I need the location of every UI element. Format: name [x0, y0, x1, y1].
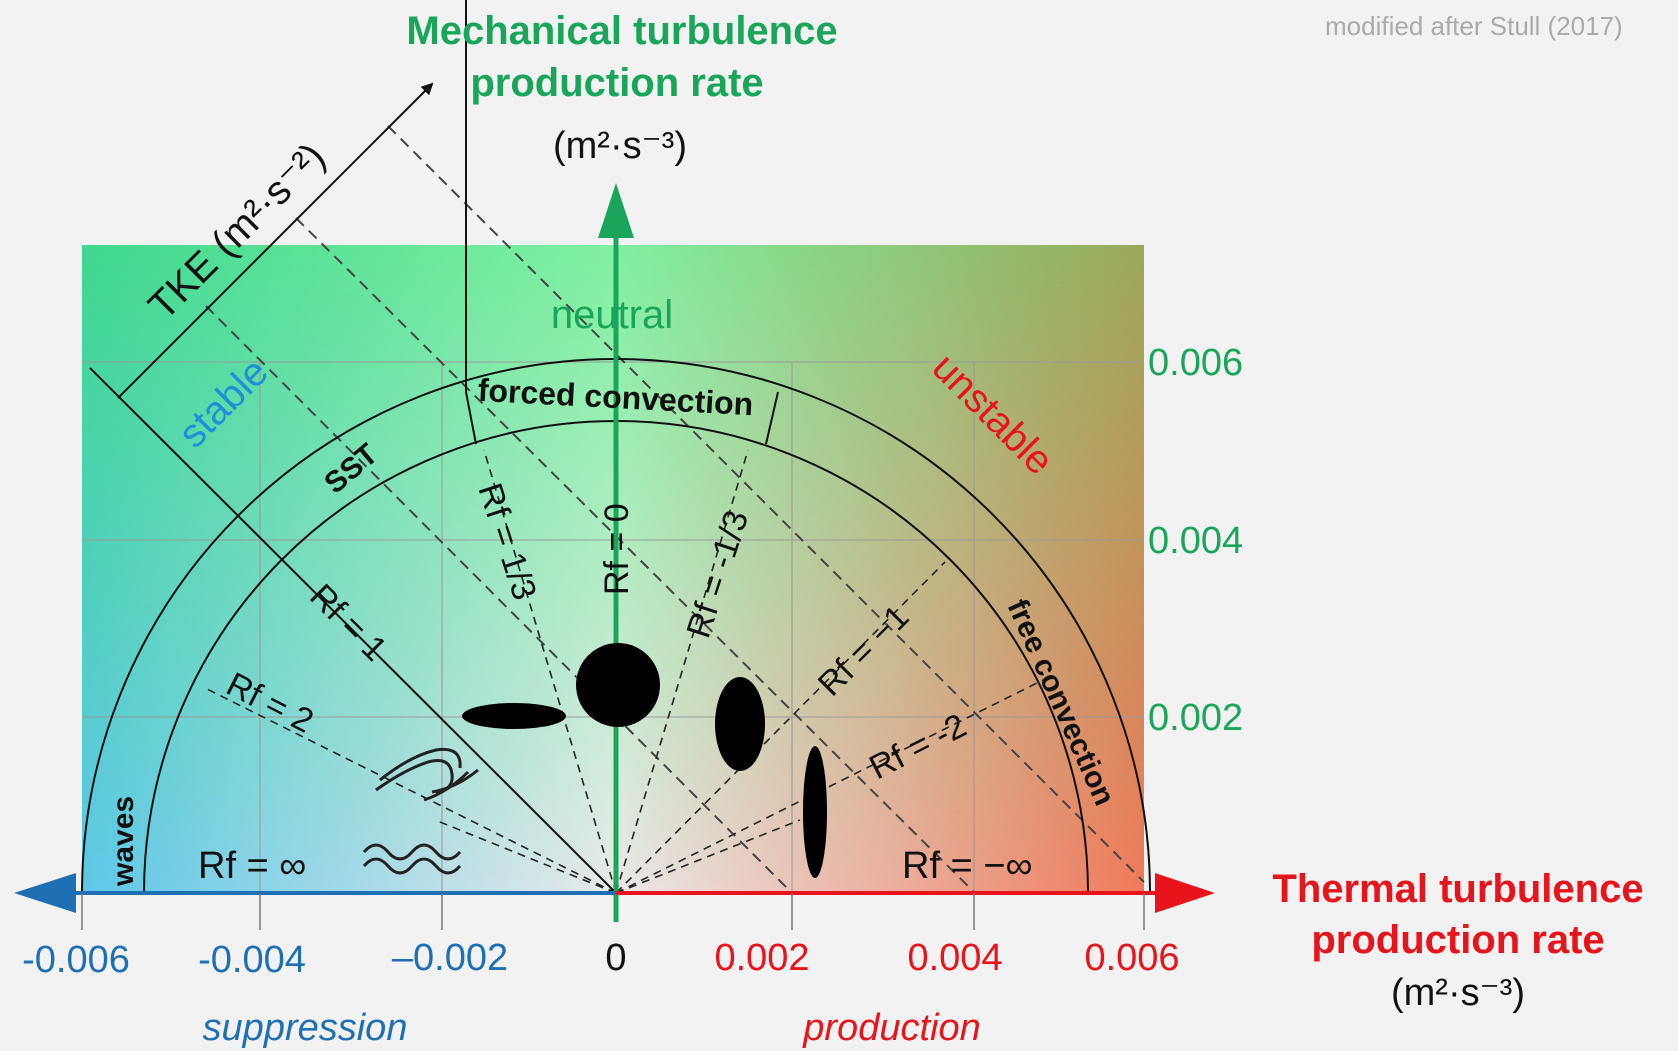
tke-axis: [89, 82, 617, 894]
production-caption: production: [802, 1007, 980, 1049]
eddy-tilted: [715, 677, 765, 771]
credit: modified after Stull (2017): [1325, 11, 1623, 41]
suppression-caption: suppression: [203, 1007, 408, 1049]
y-tick-0006: 0.006: [1148, 342, 1243, 384]
rf-rays: [202, 449, 1044, 894]
x-tick-0: 0: [605, 937, 626, 979]
breaking-wave-icon: [375, 747, 479, 802]
y-axis-title-line2: production rate: [470, 61, 763, 105]
neutral-label: neutral: [551, 293, 673, 337]
eddy-circle: [576, 643, 660, 727]
x-tick-m0006: -0.006: [22, 939, 130, 981]
tke-isolines: [205, 125, 1145, 894]
eddy-shapes: [462, 643, 827, 878]
x-tick-m0004: -0.004: [198, 939, 306, 981]
y-axis-unit: (m²·s⁻³): [553, 125, 687, 167]
eddy-tall: [803, 746, 827, 878]
x-axis: [14, 873, 1215, 930]
x-tick-0006: 0.006: [1084, 937, 1179, 979]
x-axis-unit: (m²·s⁻³): [1391, 972, 1525, 1014]
x-tick-m0002: –0.002: [392, 937, 508, 979]
waves-label: waves: [107, 796, 140, 887]
x-tick-0004: 0.004: [907, 937, 1002, 979]
background-field: [82, 245, 1144, 893]
y-axis: [598, 183, 634, 922]
y-tick-0004: 0.004: [1148, 520, 1243, 562]
x-axis-title-line1: Thermal turbulence: [1272, 867, 1643, 911]
y-tick-0002: 0.002: [1148, 697, 1243, 739]
wave-icon: [362, 843, 462, 875]
y-axis-title-line1: Mechanical turbulence: [406, 9, 837, 53]
rf0-label: Rf = 0: [598, 503, 636, 595]
eddy-flat: [462, 703, 566, 729]
rf-inf-label: Rf = ∞: [198, 845, 306, 887]
x-tick-0002: 0.002: [714, 937, 809, 979]
x-axis-title-line2: production rate: [1311, 918, 1604, 962]
rf-minf-label: Rf = −∞: [902, 845, 1033, 887]
